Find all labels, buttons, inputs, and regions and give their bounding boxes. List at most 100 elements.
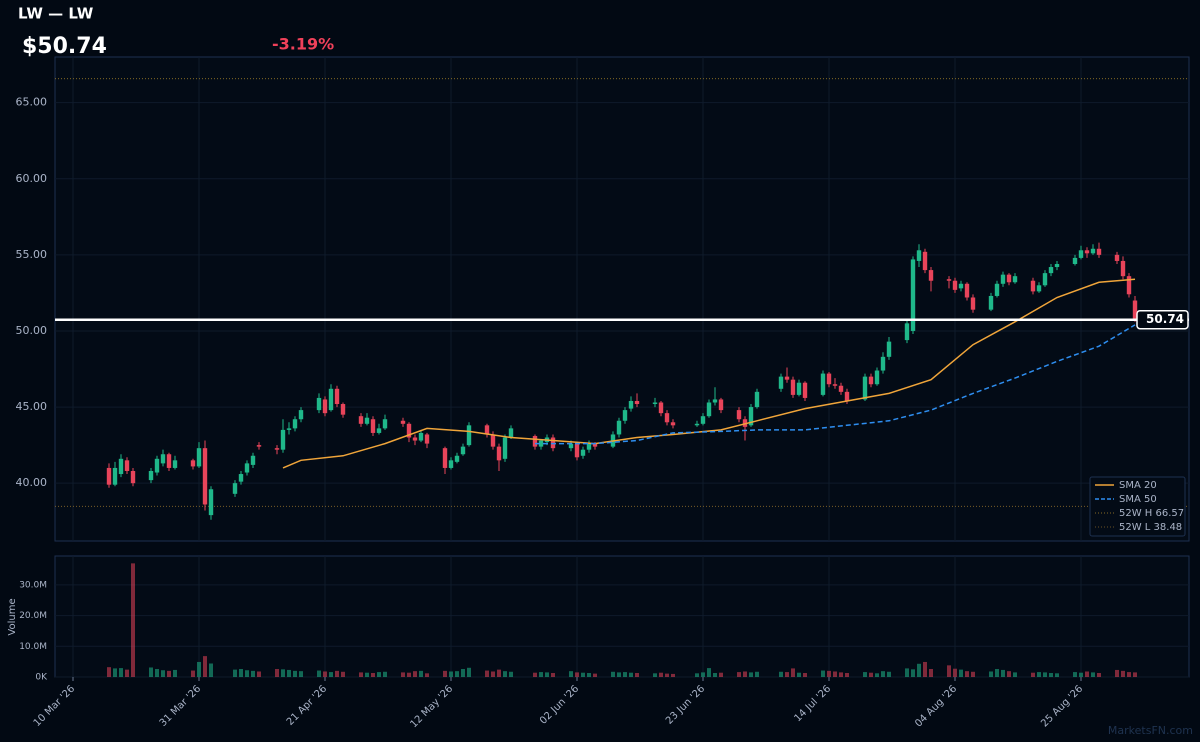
volume-bar bbox=[1085, 671, 1089, 677]
volume-bar bbox=[491, 671, 495, 677]
candle-body bbox=[1078, 250, 1084, 258]
candle-body bbox=[616, 420, 622, 435]
volume-bar bbox=[107, 667, 111, 677]
volume-bar bbox=[1049, 673, 1053, 677]
volume-bar bbox=[503, 671, 507, 677]
volume-bar bbox=[665, 673, 669, 677]
volume-bar bbox=[845, 673, 849, 677]
price-panel bbox=[54, 56, 1190, 542]
candle-body bbox=[790, 379, 796, 395]
volume-bar bbox=[1037, 672, 1041, 677]
candle-body bbox=[508, 428, 514, 438]
candle-body bbox=[328, 388, 334, 411]
candle-body bbox=[316, 397, 322, 411]
candle-body bbox=[112, 467, 118, 485]
candle-body bbox=[490, 434, 496, 447]
volume-bar bbox=[923, 661, 927, 677]
volume-bar bbox=[167, 670, 171, 677]
volume-bar bbox=[785, 672, 789, 677]
volume-bar bbox=[1133, 672, 1137, 677]
volume-bar bbox=[719, 672, 723, 677]
y-tick-label: 60.00 bbox=[16, 172, 48, 185]
candle-body bbox=[886, 341, 892, 357]
candle-body bbox=[1036, 285, 1042, 292]
candle-body bbox=[622, 410, 628, 421]
candle-body bbox=[118, 458, 124, 475]
volume-bar bbox=[113, 668, 117, 677]
candle-body bbox=[784, 376, 790, 380]
candle-body bbox=[238, 474, 244, 482]
volume-bar bbox=[749, 672, 753, 677]
volume-bar bbox=[377, 672, 381, 677]
volume-bar bbox=[359, 672, 363, 677]
volume-bar bbox=[587, 673, 591, 677]
volume-bar bbox=[443, 670, 447, 677]
last-price-label: 50.74 bbox=[1146, 312, 1184, 326]
volume-bar bbox=[635, 673, 639, 677]
candle-body bbox=[910, 259, 916, 331]
candle-body bbox=[868, 376, 874, 385]
candle-body bbox=[160, 454, 166, 464]
volume-bar bbox=[581, 672, 585, 677]
candle-body bbox=[634, 400, 640, 405]
volume-bar bbox=[1115, 669, 1119, 677]
volume-bar bbox=[383, 671, 387, 677]
volume-bar bbox=[797, 672, 801, 677]
candle-body bbox=[1006, 274, 1012, 283]
candle-body bbox=[652, 402, 658, 405]
volume-bar bbox=[737, 672, 741, 677]
volume-bar bbox=[995, 669, 999, 677]
legend-label: 52W L 38.48 bbox=[1119, 522, 1182, 533]
legend-label: SMA 50 bbox=[1119, 494, 1157, 505]
candle-body bbox=[844, 391, 850, 401]
volume-bar bbox=[365, 672, 369, 677]
volume-bar bbox=[917, 663, 921, 677]
sma-line bbox=[535, 324, 1136, 445]
volume-panel bbox=[54, 555, 1190, 678]
candle-body bbox=[208, 489, 214, 516]
candle-body bbox=[130, 470, 136, 484]
candle-body bbox=[400, 420, 406, 424]
candle-body bbox=[796, 382, 802, 395]
candle-body bbox=[124, 460, 130, 471]
candle-body bbox=[1000, 274, 1006, 284]
volume-bar bbox=[173, 669, 177, 677]
volume-bar bbox=[623, 672, 627, 677]
volume-bar bbox=[881, 671, 885, 677]
candle-body bbox=[748, 407, 754, 426]
candle-body bbox=[904, 323, 910, 341]
candle-body bbox=[376, 428, 382, 433]
chart-title: LW — LW bbox=[18, 5, 94, 23]
volume-bar bbox=[509, 671, 513, 677]
volume-tick-label: 0K bbox=[35, 673, 48, 683]
volume-bar bbox=[335, 670, 339, 677]
candle-body bbox=[1132, 300, 1138, 320]
candle-body bbox=[412, 437, 418, 441]
candle-body bbox=[364, 417, 370, 424]
candle-body bbox=[232, 483, 238, 494]
candle-body bbox=[286, 428, 292, 430]
volume-bar bbox=[965, 671, 969, 677]
candle-body bbox=[148, 470, 154, 481]
candle-body bbox=[694, 423, 700, 426]
volume-bar bbox=[695, 673, 699, 677]
candle-body bbox=[454, 455, 460, 462]
candle-body bbox=[568, 443, 574, 449]
candle-body bbox=[928, 270, 934, 281]
candle-body bbox=[298, 410, 304, 420]
volume-bar bbox=[779, 671, 783, 677]
candle-body bbox=[1048, 267, 1054, 274]
candle-body bbox=[292, 419, 298, 429]
legend-label: SMA 20 bbox=[1119, 480, 1157, 491]
volume-bar bbox=[539, 672, 543, 677]
candle-body bbox=[550, 437, 556, 449]
legend-label: 52W H 66.57 bbox=[1119, 508, 1184, 519]
candle-body bbox=[538, 440, 544, 447]
candle-body bbox=[250, 455, 256, 465]
candle-body bbox=[970, 297, 976, 310]
candle-body bbox=[196, 448, 202, 467]
volume-bar bbox=[827, 670, 831, 677]
candle-body bbox=[670, 422, 676, 426]
